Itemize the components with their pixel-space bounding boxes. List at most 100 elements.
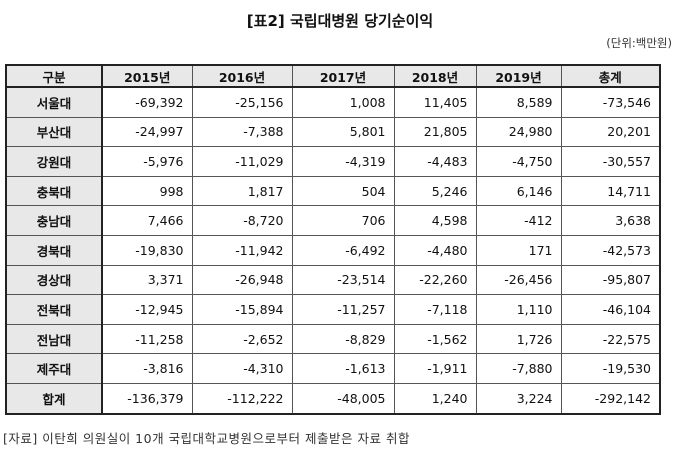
table-title: [표2] 국립대병원 당기순이익: [246, 12, 434, 30]
table-cell: 1,110: [475, 294, 562, 325]
row-header: 경상대: [5, 264, 103, 296]
row-header: 합계: [5, 382, 103, 415]
table-cell: -7,118: [393, 294, 477, 325]
table-row: 서울대 -69,392 -25,156 1,008 11,405 8,589 -73,546: [5, 86, 661, 118]
table-cell: -6,492: [291, 234, 395, 266]
table-cell: -8,720: [191, 205, 293, 236]
table-cell: -19,530: [560, 353, 661, 384]
header-row: 구분 2015년 2016년 2017년 2018년 2019년 총계: [5, 64, 661, 88]
column-header: 2018년: [393, 64, 477, 88]
table-cell: -11,029: [191, 146, 293, 177]
column-header: 구분: [5, 64, 103, 88]
column-header: 2016년: [191, 64, 293, 88]
column-header: 2017년: [291, 64, 395, 88]
table-cell: -12,945: [101, 294, 193, 325]
row-header: 서울대: [5, 86, 103, 118]
table-cell: -11,257: [291, 294, 395, 325]
row-header: 경북대: [5, 234, 103, 266]
table-cell: 7,466: [101, 205, 193, 236]
table-cell: -1,911: [393, 353, 477, 384]
table-cell: -4,750: [475, 146, 562, 177]
table-row: 경상대 3,371 -26,948 -23,514 -22,260 -26,456 -95,…: [5, 264, 661, 296]
table-cell: -1,562: [393, 323, 477, 355]
table-cell: 3,224: [475, 382, 562, 415]
table-cell: -73,546: [560, 86, 661, 118]
table-cell: -22,260: [393, 264, 477, 296]
table-cell: -5,976: [101, 146, 193, 177]
column-header: 2019년: [475, 64, 562, 88]
table-row: 충남대 7,466 -8,720 706 4,598 -412 3,638: [5, 205, 661, 236]
net-income-table: 구분 2015년 2016년 2017년 2018년 2019년 총계 서울대 -69,392…: [5, 64, 661, 415]
table-cell: 4,598: [393, 205, 477, 236]
table-cell: 11,405: [393, 86, 477, 118]
row-header: 충남대: [5, 205, 103, 236]
table-cell: -25,156: [191, 86, 293, 118]
column-header: 2015년: [101, 64, 193, 88]
table-cell: 998: [101, 175, 193, 207]
table-cell: 21,805: [393, 116, 477, 148]
table-cell: 171: [475, 234, 562, 266]
table-cell: 1,817: [191, 175, 293, 207]
source-note: [자료] 이탄희 의원실이 10개 국립대학교병원으로부터 제출받은 자료 취합: [3, 431, 410, 446]
table-row: 합계 -136,379 -112,222 -48,005 1,240 3,224 -292,…: [5, 382, 661, 415]
table-cell: -112,222: [191, 382, 293, 415]
table-cell: -4,480: [393, 234, 477, 266]
table-cell: -4,483: [393, 146, 477, 177]
table-row: 제주대 -3,816 -4,310 -1,613 -1,911 -7,880 -19,530: [5, 353, 661, 384]
table-cell: -11,942: [191, 234, 293, 266]
table-cell: -30,557: [560, 146, 661, 177]
table-cell: 706: [291, 205, 395, 236]
table-cell: -46,104: [560, 294, 661, 325]
table-cell: 1,240: [393, 382, 477, 415]
table-cell: -15,894: [191, 294, 293, 325]
table-row: 전북대 -12,945 -15,894 -11,257 -7,118 1,110 -46,1…: [5, 294, 661, 325]
table-cell: 5,246: [393, 175, 477, 207]
table-cell: -3,816: [101, 353, 193, 384]
table-cell: -4,319: [291, 146, 395, 177]
table-row: 전남대 -11,258 -2,652 -8,829 -1,562 1,726 -22,575: [5, 323, 661, 355]
table-row: 강원대 -5,976 -11,029 -4,319 -4,483 -4,750 -30,55…: [5, 146, 661, 177]
table-cell: -2,652: [191, 323, 293, 355]
table-cell: -19,830: [101, 234, 193, 266]
row-header: 부산대: [5, 116, 103, 148]
table-cell: 504: [291, 175, 395, 207]
table-cell: -48,005: [291, 382, 395, 415]
table-cell: 6,146: [475, 175, 562, 207]
table-cell: -412: [475, 205, 562, 236]
table-cell: -136,379: [101, 382, 193, 415]
table-row: 경북대 -19,830 -11,942 -6,492 -4,480 171 -42,573: [5, 234, 661, 266]
row-header: 강원대: [5, 146, 103, 177]
row-header: 전남대: [5, 323, 103, 355]
table-cell: -8,829: [291, 323, 395, 355]
table-cell: -1,613: [291, 353, 395, 384]
column-header: 총계: [560, 64, 661, 88]
table-cell: -23,514: [291, 264, 395, 296]
table-cell: -11,258: [101, 323, 193, 355]
table-cell: -292,142: [560, 382, 661, 415]
table-cell: -7,880: [475, 353, 562, 384]
table-cell: 24,980: [475, 116, 562, 148]
table-cell: 1,008: [291, 86, 395, 118]
table-cell: 3,638: [560, 205, 661, 236]
table-cell: -95,807: [560, 264, 661, 296]
table-cell: 14,711: [560, 175, 661, 207]
table-cell: 5,801: [291, 116, 395, 148]
table-cell: -22,575: [560, 323, 661, 355]
row-header: 제주대: [5, 353, 103, 384]
table-cell: 20,201: [560, 116, 661, 148]
table-cell: -7,388: [191, 116, 293, 148]
table-row: 부산대 -24,997 -7,388 5,801 21,805 24,980 20,201: [5, 116, 661, 148]
table-cell: -42,573: [560, 234, 661, 266]
row-header: 전북대: [5, 294, 103, 325]
table-cell: -4,310: [191, 353, 293, 384]
table-cell: -26,948: [191, 264, 293, 296]
table-cell: -24,997: [101, 116, 193, 148]
table-cell: -26,456: [475, 264, 562, 296]
table-cell: 1,726: [475, 323, 562, 355]
table-cell: 8,589: [475, 86, 562, 118]
unit-label: (단위:백만원): [606, 36, 672, 50]
row-header: 충북대: [5, 175, 103, 207]
table-cell: 3,371: [101, 264, 193, 296]
table-cell: -69,392: [101, 86, 193, 118]
table-row: 충북대 998 1,817 504 5,246 6,146 14,711: [5, 175, 661, 207]
